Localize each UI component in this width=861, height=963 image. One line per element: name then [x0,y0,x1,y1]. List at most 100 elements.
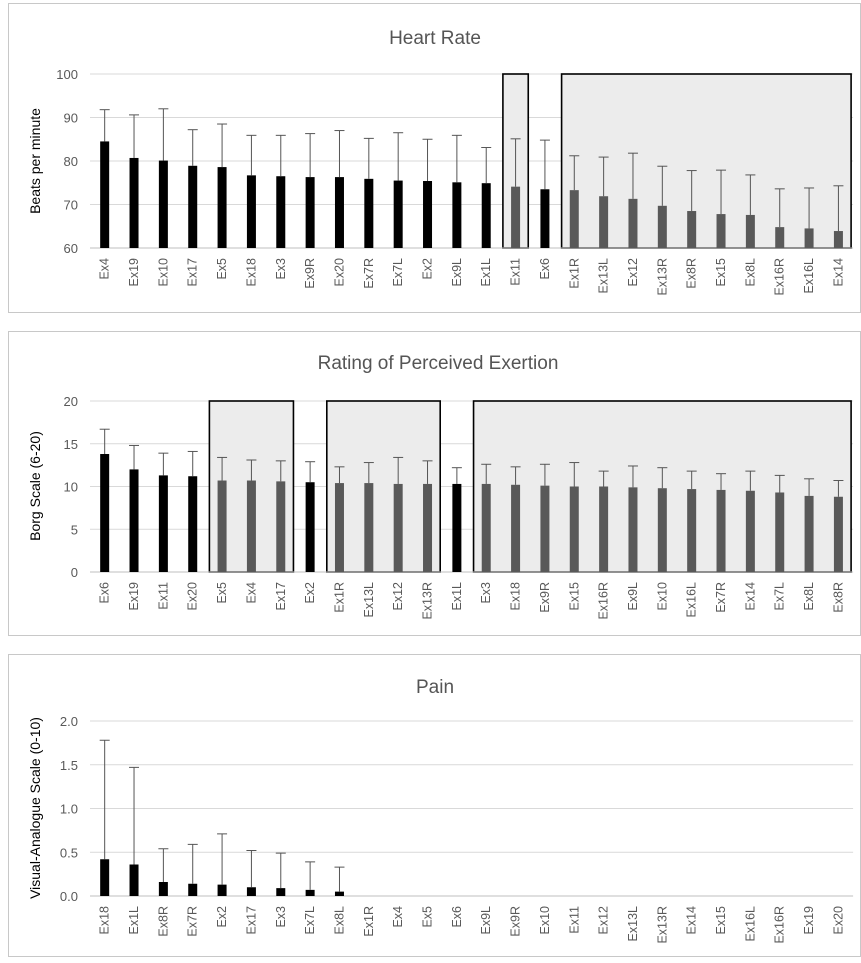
bar [599,196,609,248]
x-tick-label: Ex2 [215,906,229,928]
x-tick-label: Ex9R [303,258,317,289]
x-tick-label: Ex5 [215,582,229,604]
x-tick-label: Ex16L [743,906,757,941]
chart-title-pain: Pain [416,677,454,698]
x-tick-label: Ex1L [479,258,493,287]
x-tick-label: Ex13L [362,582,376,617]
x-tick-label: Ex6 [538,258,552,280]
y-tick-label: 70 [64,198,78,213]
x-tick-label: Ex9R [509,906,523,937]
y-tick-label: 20 [64,394,78,409]
bar [452,182,462,248]
bar [334,483,344,572]
bar [276,176,286,248]
bar [129,864,139,896]
bar [687,489,697,572]
bar [246,887,256,896]
chart-title-perceived-exertion: Rating of Perceived Exertion [318,353,559,374]
x-tick-label: Ex1L [127,906,141,935]
x-tick-label: Ex1L [450,582,464,611]
bar [334,177,344,248]
plot-area-perceived-exertion: 0 5 10 15 20 Ex6 Ex19 Ex11 Ex20 Ex5 Ex4 Ex17 Ex2 Ex1R… [64,394,854,620]
x-tick-label: Ex1R [362,906,376,937]
bar [100,454,110,572]
x-tick-label: Ex10 [538,906,552,935]
x-tick-label: Ex20 [332,258,346,287]
panel-frame-pain [8,654,861,957]
y-tick-label: 10 [64,480,78,495]
x-tick-label: Ex16R [773,258,787,296]
bar [716,489,726,572]
x-tick-label: Ex9L [626,582,640,611]
bar [423,181,433,248]
x-tick-label: Ex18 [244,258,258,287]
y-tick-label: 60 [64,241,78,256]
bar [569,486,579,572]
bar [628,198,638,248]
bar [188,883,198,896]
x-tick-label: Ex13L [597,258,611,293]
x-tick-label: Ex17 [274,582,288,611]
plot-area-pain: 0.0 0.5 1.0 1.5 2.0 Ex18 Ex1L Ex8R Ex7R Ex2 Ex17 Ex… [60,714,854,944]
x-tick-label: Ex8R [831,582,845,613]
x-tick-label: Ex8L [802,582,816,611]
bar [481,483,491,572]
bar [775,227,785,248]
x-tick-label: Ex1R [332,582,346,613]
x-tick-label: Ex17 [186,258,200,287]
x-tick-label: Ex13L [626,906,640,941]
x-tick-label: Ex12 [597,906,611,935]
bar [334,891,344,896]
y-tick-label: 1.5 [60,758,78,773]
bar [276,888,286,896]
plot-area-heart-rate: 60 70 80 90 100 Ex4 Ex19 Ex10 Ex17 Ex5 Ex18 Ex3 Ex9R… [56,67,854,296]
bar [423,483,433,572]
x-tick-label: Ex9L [450,258,464,287]
x-tick-label: Ex18 [98,906,112,935]
bar [276,481,286,572]
bar [305,177,315,248]
bar [481,183,491,248]
x-tick-label: Ex7R [362,258,376,289]
x-tick-label: Ex14 [831,258,845,287]
bar [246,175,256,248]
bar [687,211,697,248]
x-tick-label: Ex3 [479,582,493,604]
bar [246,480,256,572]
bar [217,167,227,248]
y-tick-label: 0 [71,565,78,580]
x-tick-label: Ex10 [156,258,170,287]
bar [364,178,374,248]
y-tick-label: 0.0 [60,889,78,904]
y-tick-label: 90 [64,111,78,126]
bar [804,495,814,572]
x-tick-label: Ex11 [156,582,170,610]
y-tick-label: 15 [64,437,78,452]
x-tick-label: Ex7L [773,582,787,611]
x-tick-label: Ex15 [714,906,728,935]
bar [129,157,139,248]
x-tick-label: Ex8L [743,258,757,287]
highlight-box [560,73,852,249]
bar [511,186,521,248]
x-tick-label: Ex4 [98,258,112,280]
x-tick-label: Ex11 [567,906,581,934]
bar [129,469,139,572]
x-tick-label: Ex3 [274,906,288,928]
x-tick-label: Ex7R [714,582,728,613]
bar [100,859,110,896]
bar [804,228,814,248]
bar [775,492,785,572]
x-tick-label: Ex17 [244,906,258,935]
bar [305,482,315,572]
x-tick-label: Ex16L [802,258,816,293]
x-tick-label: Ex16R [773,906,787,944]
x-tick-label: Ex9L [479,906,493,935]
x-tick-label: Ex7L [303,906,317,935]
bar [158,160,168,248]
y-axis-label-perceived-exertion: Borg Scale (6-20) [27,431,43,541]
bar [628,487,638,572]
x-tick-label: Ex8R [156,906,170,937]
y-tick-label: 2.0 [60,714,78,729]
